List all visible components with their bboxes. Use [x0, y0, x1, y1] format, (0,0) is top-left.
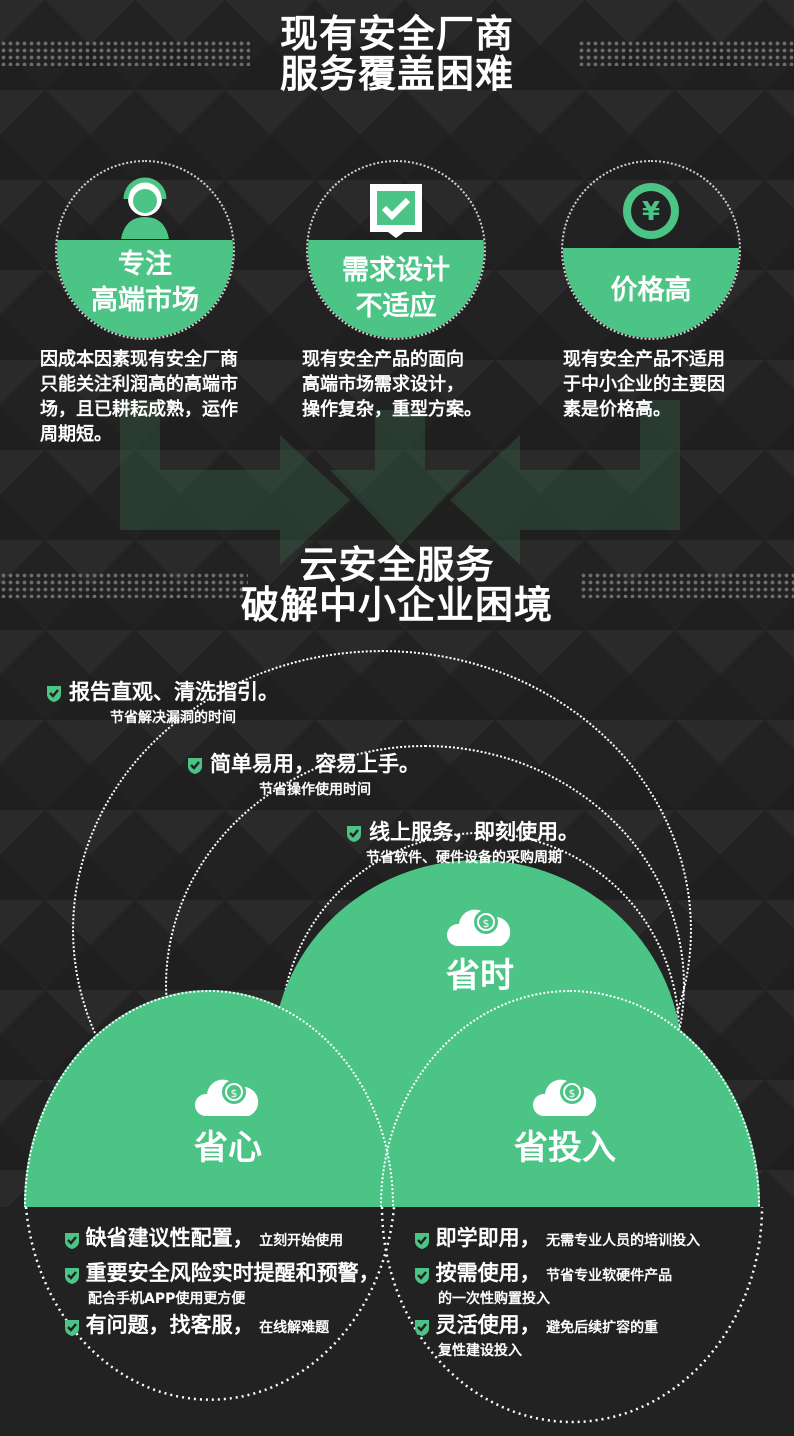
desc-line: 现有安全产品不适用 [563, 349, 725, 370]
yen-coin-icon: ¥ [623, 183, 679, 239]
feature-risk-alert: 重要安全风险实时提醒和预警， 配合手机APP使用更方便 [64, 1257, 380, 1308]
shield-check-icon [47, 685, 61, 702]
feature-main: 灵活使用， [435, 1313, 541, 1337]
section1-title-line1: 现有安全厂商 [279, 12, 514, 56]
svg-text:$: $ [231, 1087, 238, 1100]
features-panel [0, 1207, 794, 1436]
shield-check-icon [65, 1267, 79, 1284]
feature-main: 按需使用， [435, 1261, 541, 1285]
benefit-easy-to-use: 简单易用，容易上手。 节省操作使用时间 [187, 748, 420, 799]
feature-sub: 复性建设投入 [438, 1343, 522, 1359]
person-headset-icon [121, 177, 169, 239]
circle-green-band [563, 248, 739, 338]
benefit-sub: 节省操作使用时间 [259, 782, 371, 798]
desc-line: 于中小企业的主要因 [563, 374, 725, 395]
desc-line: 素是价格高。 [563, 399, 671, 420]
feature-small: 立刻开始使用 [259, 1233, 344, 1249]
cloud-coin-icon: $ [446, 909, 511, 946]
dotted-bar-left [0, 572, 248, 598]
feature-default-config: 缺省建议性配置， 立刻开始使用 [64, 1222, 343, 1252]
desc-line: 场，且已耕耘成熟，运作 [40, 399, 238, 420]
circle-label-line1: 需求设计 [342, 255, 450, 286]
feature-flexible-use: 灵活使用， 避免后续扩容的重 复性建设投入 [414, 1309, 658, 1360]
circle-green-band [57, 240, 233, 338]
desc-line: 周期短。 [40, 424, 112, 445]
feature-main: 缺省建议性配置， [85, 1226, 254, 1250]
feature-small: 在线解难题 [259, 1320, 330, 1336]
lower-dotted-arcs [24, 1207, 764, 1424]
svg-text:¥: ¥ [642, 197, 660, 227]
feature-small: 避免后续扩容的重 [546, 1320, 659, 1336]
section2-title: 云安全服务 破解中小企业困境 [0, 543, 794, 627]
dotted-bar-left [0, 40, 250, 66]
checkbox-icon [370, 184, 422, 238]
shield-check-icon [65, 1319, 79, 1336]
feature-learn-and-use: 即学即用， 无需专业人员的培训投入 [414, 1222, 700, 1252]
desc-high-price: 现有安全产品不适用 于中小企业的主要因 素是价格高。 [563, 347, 725, 422]
svg-text:$: $ [569, 1087, 576, 1100]
cloud-coin-icon: $ [532, 1079, 597, 1116]
circle-label-line1: 专注 [118, 249, 172, 280]
benefit-main: 报告直观、清洗指引。 [68, 680, 279, 704]
circle-green-band [308, 240, 484, 338]
feature-sub: 配合手机APP使用更方便 [88, 1291, 246, 1307]
feature-sub: 的一次性购置投入 [438, 1291, 550, 1307]
circle-label-line1: 价格高 [610, 275, 692, 306]
svg-text:$: $ [483, 917, 490, 930]
venn-label-peace-of-mind: 省心 [194, 1128, 262, 1168]
shield-check-icon [415, 1319, 429, 1336]
desc-line: 只能关注利润高的高端市 [40, 374, 238, 395]
benefit-sub: 节省软件、硬件设备的采购周期 [366, 850, 562, 866]
dotted-bar-right [580, 572, 794, 598]
benefit-report: 报告直观、清洗指引。 节省解决漏洞的时间 [46, 676, 279, 727]
desc-line: 现有安全产品的面向 [302, 349, 464, 370]
shield-check-icon [347, 825, 361, 842]
feature-main: 重要安全风险实时提醒和预警， [85, 1261, 380, 1285]
circle-label-line2: 不适应 [355, 291, 437, 322]
desc-design-mismatch: 现有安全产品的面向 高端市场需求设计， 操作复杂，重型方案。 [302, 347, 482, 422]
section1-title: 现有安全厂商 服务覆盖困难 [0, 12, 794, 96]
venn-label-save-time: 省时 [446, 956, 514, 996]
cloud-coin-icon: $ [194, 1079, 259, 1116]
section1-title-line2: 服务覆盖困难 [279, 51, 514, 96]
feature-main: 有问题，找客服， [85, 1313, 254, 1337]
feature-on-demand: 按需使用， 节省专业软硬件产品 的一次性购置投入 [414, 1257, 672, 1308]
feature-main: 即学即用， [435, 1226, 541, 1250]
background-arrows-icon [120, 400, 680, 565]
circle-high-end-market: 专注 高端市场 [55, 160, 235, 340]
circle-label-line2: 高端市场 [91, 285, 199, 316]
desc-high-end-market: 因成本因素现有安全厂商 只能关注利润高的高端市 场，且已耕耘成熟，运作 周期短。 [40, 347, 238, 447]
shield-check-icon [415, 1267, 429, 1284]
benefit-main: 简单易用，容易上手。 [209, 752, 420, 776]
feature-small: 无需专业人员的培训投入 [546, 1233, 701, 1249]
feature-customer-service: 有问题，找客服， 在线解难题 [64, 1309, 329, 1339]
section2-title-line2: 破解中小企业困境 [240, 582, 553, 627]
benefit-sub: 节省解决漏洞的时间 [110, 710, 236, 726]
shield-check-icon [415, 1232, 429, 1249]
desc-line: 因成本因素现有安全厂商 [40, 349, 238, 370]
benefit-main: 线上服务，即刻使用。 [368, 820, 579, 844]
desc-line: 操作复杂，重型方案。 [302, 399, 482, 420]
shield-check-icon [188, 757, 202, 774]
section2-title-line1: 云安全服务 [299, 543, 495, 587]
venn-label-save-investment: 省投入 [514, 1128, 616, 1168]
circle-high-price: ¥ 价格高 [561, 160, 741, 340]
feature-small: 节省专业软硬件产品 [546, 1268, 673, 1284]
dotted-bar-right [578, 40, 794, 66]
circle-design-mismatch: 需求设计 不适应 [306, 160, 486, 340]
shield-check-icon [65, 1232, 79, 1249]
desc-line: 高端市场需求设计， [302, 374, 464, 395]
benefit-online-service: 线上服务，即刻使用。 节省软件、硬件设备的采购周期 [346, 816, 579, 867]
